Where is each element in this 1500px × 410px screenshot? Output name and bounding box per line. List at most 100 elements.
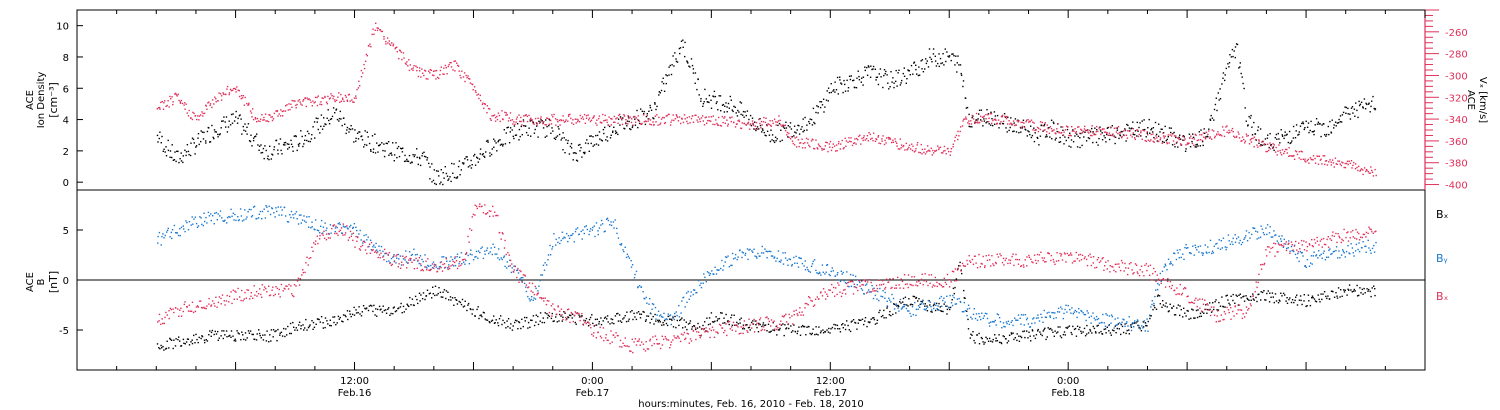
data-point bbox=[961, 125, 964, 127]
data-point bbox=[1374, 168, 1376, 171]
data-point bbox=[307, 98, 309, 101]
data-point bbox=[385, 312, 388, 314]
data-point bbox=[733, 314, 735, 316]
data-point bbox=[424, 70, 427, 72]
data-point bbox=[784, 257, 787, 259]
data-point bbox=[1342, 111, 1345, 114]
data-point bbox=[976, 334, 978, 336]
data-point bbox=[993, 118, 995, 121]
data-point bbox=[1325, 133, 1328, 136]
data-point bbox=[1331, 290, 1333, 292]
data-point bbox=[1195, 144, 1197, 146]
data-point bbox=[1154, 295, 1156, 298]
data-point bbox=[942, 53, 944, 55]
data-point bbox=[684, 55, 686, 58]
data-point bbox=[341, 232, 344, 234]
data-point bbox=[190, 341, 192, 343]
data-point bbox=[417, 260, 419, 262]
data-point bbox=[1107, 126, 1109, 129]
data-point bbox=[1325, 160, 1328, 162]
data-point bbox=[346, 126, 349, 129]
data-point bbox=[839, 79, 841, 81]
data-point bbox=[211, 99, 214, 101]
data-point bbox=[1344, 162, 1346, 165]
data-point bbox=[303, 215, 305, 217]
data-point bbox=[448, 299, 450, 301]
data-point bbox=[511, 267, 513, 269]
data-point bbox=[1109, 126, 1112, 128]
data-point bbox=[639, 313, 641, 315]
data-point bbox=[884, 297, 886, 299]
data-point bbox=[557, 241, 559, 244]
data-point bbox=[298, 214, 301, 216]
data-point bbox=[959, 64, 962, 66]
data-point bbox=[1218, 301, 1220, 304]
data-point bbox=[421, 68, 423, 70]
data-point bbox=[555, 244, 557, 246]
data-point bbox=[846, 320, 848, 322]
data-point bbox=[680, 312, 682, 314]
data-point bbox=[335, 324, 337, 326]
data-point bbox=[775, 124, 777, 126]
data-point bbox=[248, 140, 251, 142]
data-point bbox=[937, 145, 939, 147]
data-point bbox=[486, 105, 488, 107]
data-point bbox=[1182, 135, 1184, 138]
data-point bbox=[1328, 298, 1331, 300]
data-point bbox=[1090, 315, 1093, 317]
data-point bbox=[1149, 140, 1151, 142]
data-point bbox=[430, 69, 432, 71]
data-point bbox=[440, 296, 442, 298]
data-point bbox=[433, 74, 435, 77]
data-point bbox=[1207, 308, 1209, 311]
data-point bbox=[645, 120, 648, 123]
data-point bbox=[682, 121, 685, 124]
data-point bbox=[986, 313, 988, 315]
data-point bbox=[626, 311, 628, 313]
data-point bbox=[225, 93, 227, 96]
data-point bbox=[335, 99, 338, 102]
data-point bbox=[464, 80, 466, 83]
data-point bbox=[613, 322, 615, 325]
data-point bbox=[818, 145, 820, 147]
data-point bbox=[724, 261, 726, 263]
data-point bbox=[925, 307, 927, 310]
data-point bbox=[572, 152, 575, 154]
data-point bbox=[862, 137, 865, 139]
data-point bbox=[1253, 121, 1255, 124]
data-point bbox=[1210, 311, 1213, 313]
data-point bbox=[374, 29, 376, 31]
data-point bbox=[456, 176, 459, 178]
data-point bbox=[1309, 304, 1312, 307]
data-point bbox=[1245, 133, 1248, 135]
data-point bbox=[655, 121, 657, 123]
data-point bbox=[463, 72, 466, 74]
data-point bbox=[1117, 126, 1120, 128]
data-point bbox=[393, 154, 396, 156]
data-point bbox=[255, 218, 257, 220]
data-point bbox=[402, 147, 404, 149]
data-point bbox=[697, 322, 699, 325]
data-point bbox=[809, 118, 811, 120]
data-point bbox=[1106, 326, 1108, 328]
data-point bbox=[625, 121, 627, 124]
data-point bbox=[806, 266, 808, 269]
data-point bbox=[325, 101, 328, 103]
data-point bbox=[238, 219, 240, 221]
data-point bbox=[730, 316, 732, 319]
data-point bbox=[1370, 295, 1372, 298]
data-point bbox=[344, 314, 346, 317]
data-point bbox=[215, 333, 218, 335]
data-point bbox=[849, 140, 851, 142]
data-point bbox=[629, 311, 632, 313]
data-point bbox=[708, 274, 711, 276]
data-point bbox=[1262, 232, 1265, 234]
data-point bbox=[708, 101, 710, 104]
data-point bbox=[1298, 157, 1300, 159]
data-point bbox=[1096, 325, 1098, 327]
data-point bbox=[994, 118, 997, 120]
data-point bbox=[595, 222, 598, 224]
data-point bbox=[342, 321, 344, 323]
data-point bbox=[245, 339, 247, 341]
data-point bbox=[197, 306, 199, 308]
